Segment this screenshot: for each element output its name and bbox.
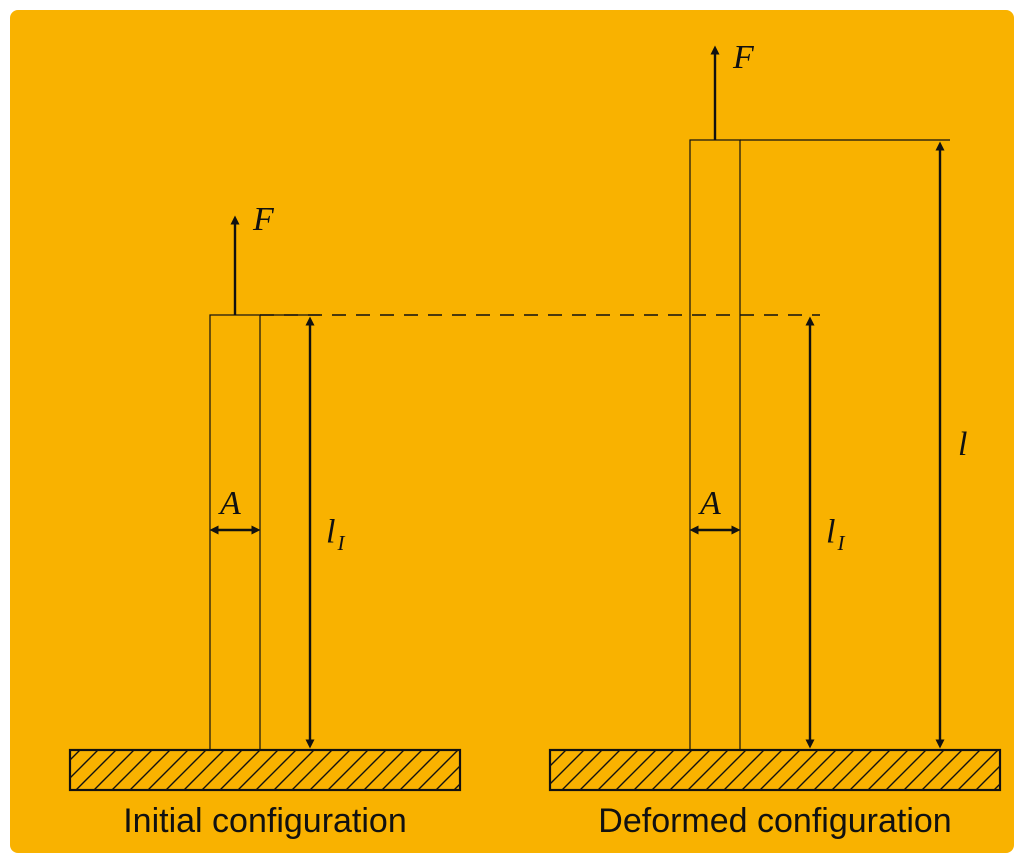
bar-outline — [210, 315, 260, 750]
length-initial-label: lI — [326, 514, 345, 555]
ground-hatch — [70, 750, 460, 790]
card: FlI A FlI l A Initial configuration Deformed c… — [0, 0, 1024, 863]
length-initial-label: lI — [826, 514, 845, 555]
diagram-svg: FlI A FlI l A Initial configuration Deformed c… — [10, 10, 1014, 853]
area-label: A — [218, 485, 241, 522]
force-label: F — [732, 39, 755, 76]
length-deformed-label: l — [958, 426, 967, 463]
caption-initial: Initial configuration — [123, 802, 407, 840]
ground-hatch — [550, 750, 1000, 790]
bar-outline — [690, 140, 740, 750]
caption-deformed: Deformed configuration — [598, 802, 951, 840]
force-label: F — [252, 201, 275, 238]
diagram-panel: FlI A FlI l A Initial configuration Deformed c… — [10, 10, 1014, 853]
area-label: A — [698, 485, 721, 522]
